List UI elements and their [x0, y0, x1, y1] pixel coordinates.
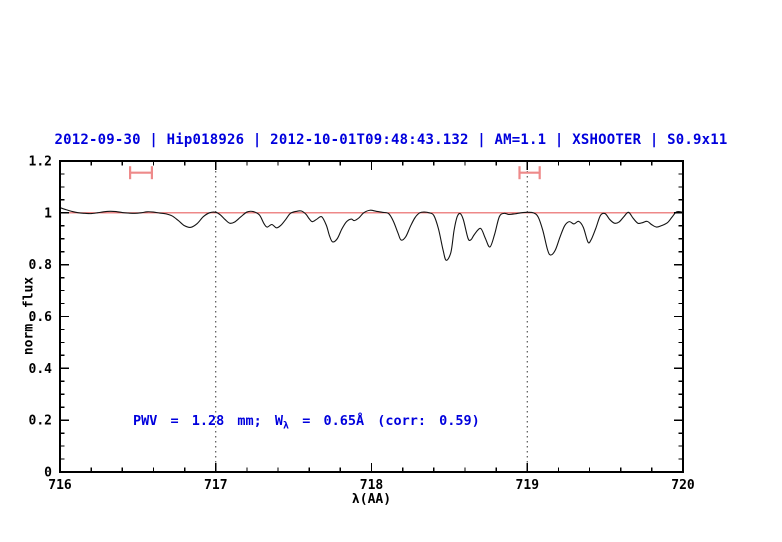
pwv-annotation-suffix: = 0.65Å (corr: 0.59)	[289, 413, 480, 429]
pwv-annotation-prefix: PWV = 1.28 mm; W	[133, 413, 284, 429]
y-tick-label-0.8: 0.8	[29, 258, 53, 273]
y-tick-label-0: 0	[44, 466, 52, 481]
x-axis-title: λ(AA)	[351, 492, 392, 507]
x-tick-label-720: 720	[671, 478, 695, 493]
plot-title: 2012-09-30 | Hip018926 | 2012-10-01T09:4…	[54, 132, 728, 148]
spectrum-curve	[59, 207, 684, 261]
x-tick-label-716: 716	[48, 478, 72, 493]
y-tick-label-0.2: 0.2	[29, 414, 52, 429]
tick-labels: 716 717 718 719 720 0 0.2 0.4 0.6 0.8 1 1.2	[29, 155, 695, 494]
x-tick-label-717: 717	[204, 478, 227, 493]
x-tick-label-719: 719	[516, 478, 539, 493]
error-bar-1	[518, 166, 541, 180]
pwv-annotation: PWV = 1.28 mm; Wλ = 0.65Å (corr: 0.59)	[133, 413, 480, 432]
error-bar-0	[129, 166, 153, 180]
pwv-annotation-subscript: λ	[283, 420, 290, 432]
guide-lines	[215, 161, 528, 472]
y-tick-label-0.4: 0.4	[29, 362, 53, 377]
y-tick-label-1: 1	[44, 206, 52, 221]
y-tick-label-0.6: 0.6	[29, 310, 53, 325]
axis-ticks	[59, 160, 684, 473]
y-tick-label-1.2: 1.2	[29, 155, 52, 170]
band-extent-markers	[129, 166, 541, 180]
y-axis-title: norm. flux	[21, 276, 37, 356]
x-tick-label-718: 718	[360, 478, 384, 493]
